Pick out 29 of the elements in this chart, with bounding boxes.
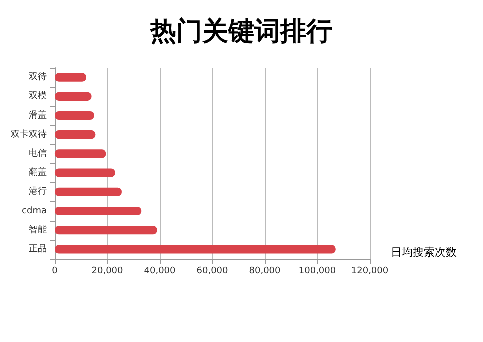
bar [55,206,142,216]
y-tick-label: 双模 [29,90,47,102]
bar [55,188,122,196]
chart-title: 热门关键词排行 [150,17,332,47]
x-tick-label: 80,000 [249,266,282,276]
y-tick-label: 正品 [29,243,47,254]
x-tick-label: 20,000 [92,266,124,276]
x-tick-label: 120,000 [351,266,389,276]
bar [55,226,158,235]
y-tick-label: 翻盖 [29,167,47,178]
y-tick-label: 智能 [29,224,47,236]
bar [55,168,116,178]
x-tick-label: 60,000 [196,266,229,276]
x-tick-label: 100,000 [298,266,336,276]
bar [55,73,86,82]
y-tick-label: 港行 [29,186,47,198]
y-tick-label: 双卡双待 [11,128,47,140]
bar [55,150,106,158]
y-tick-label: 电信 [29,148,47,159]
x-tick-label: 0 [52,266,58,276]
y-tick-label: 滑盖 [29,110,47,121]
bar [55,245,336,254]
bar [55,130,96,140]
x-tick-label: 40,000 [144,266,176,276]
x-axis-title: 日均搜索次数 [391,246,457,259]
y-tick-label: cdma [22,206,47,216]
bar [55,92,92,101]
bar [55,111,94,120]
y-tick-label: 双待 [29,72,47,83]
